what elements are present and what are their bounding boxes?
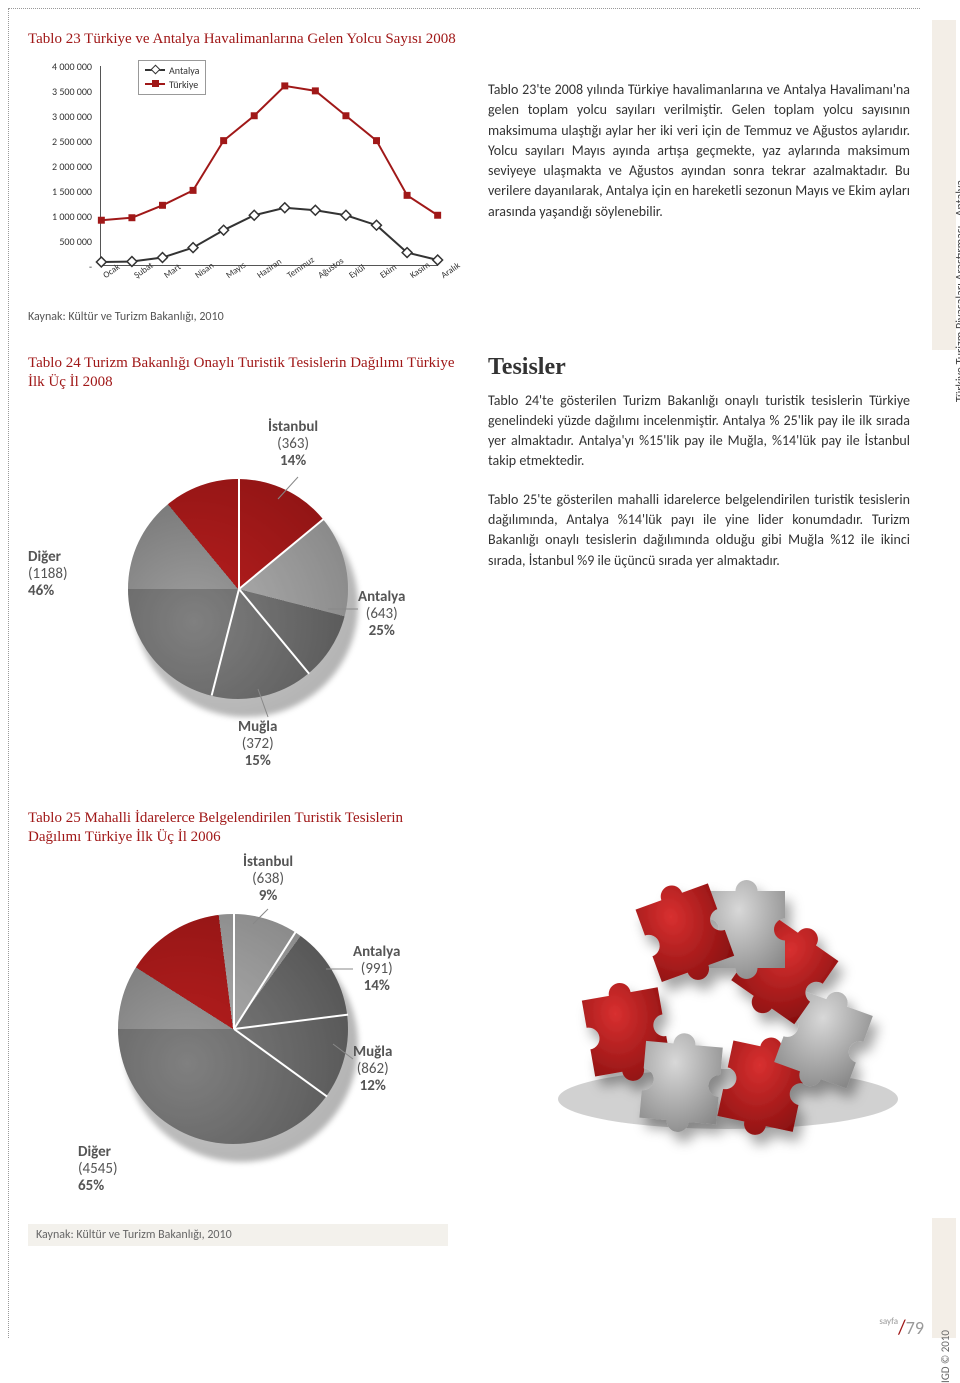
legend-antalya: Antalya [169,64,199,77]
legend-turkiye: Türkiye [169,78,198,91]
text24a: Tablo 24'te gösterilen Turizm Bakanlığı … [488,391,910,472]
page-number-value: 79 [906,1317,924,1339]
chart23-block: Tablo 23 Türkiye ve Antalya Havalimanlar… [28,30,458,324]
page-number: sayfa/79 [879,1316,924,1340]
chart25: İstanbul (638) 9% Antalya (991) 14% Muğl… [28,854,448,1214]
chart24: İstanbul (363) 14% Antalya (643) 25% Muğ… [28,399,448,779]
chart25-source: Kaynak: Kültür ve Turizm Bakanlığı, 2010 [28,1224,448,1246]
text23-block: Tablo 23'te 2008 yılında Türkiye havalim… [488,30,940,324]
page-label: sayfa [879,1316,898,1327]
text23: Tablo 23'te 2008 yılında Türkiye havalim… [488,80,910,222]
tesisler-block: Tesisler Tablo 24'te gösterilen Turizm B… [488,354,940,779]
tesisler-heading: Tesisler [488,354,910,381]
side-tab [932,20,956,350]
puzzle-image [488,809,940,1246]
text24b: Tablo 25'te gösterilen mahalli idarelerc… [488,490,910,571]
chart23: -500 0001 000 0001 500 0002 000 0002 500… [28,56,448,306]
chart23-source: Kaynak: Kültür ve Turizm Bakanlığı, 2010 [28,310,458,324]
chart23-legend: Antalya Türkiye [138,60,206,95]
page-border-left [8,8,9,1338]
chart24-block: Tablo 24 Turizm Bakanlığı Onaylı Turisti… [28,354,458,779]
side-tab-text: Türkiye Turizm Piyasaları Araştırması - … [954,180,960,402]
chart24-title: Tablo 24 Turizm Bakanlığı Onaylı Turisti… [28,354,458,393]
page-border-top [8,8,920,28]
chart25-title: Tablo 25 Mahalli İdarelerce Belgelendiri… [28,809,458,848]
chart23-title: Tablo 23 Türkiye ve Antalya Havalimanlar… [28,30,458,50]
chart25-block: Tablo 25 Mahalli İdarelerce Belgelendiri… [28,809,458,1246]
side-footer-text: IGD © 2010 [939,1330,952,1383]
